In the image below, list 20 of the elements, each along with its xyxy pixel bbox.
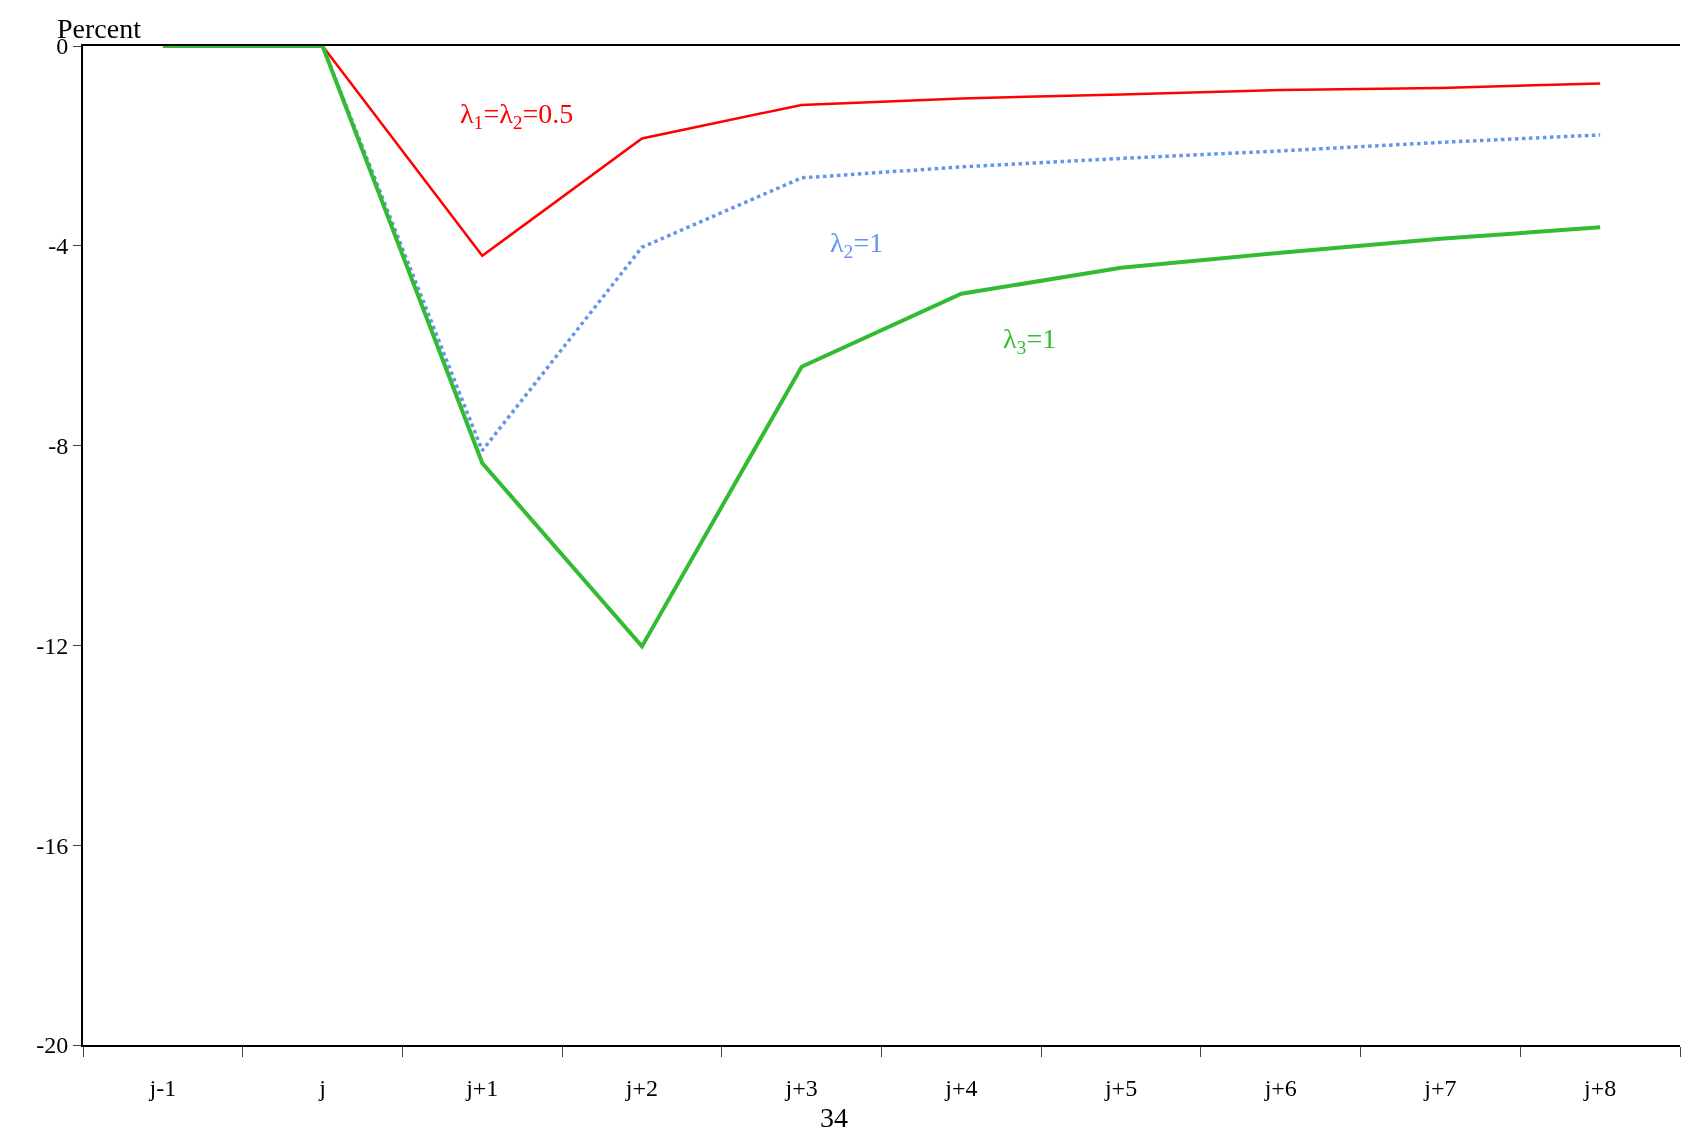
y-tick-label: -16 [36,832,69,859]
text: 34 [820,1102,848,1133]
x-tick-label: j+6 [1263,1074,1297,1101]
x-tick-label: j+4 [944,1074,978,1101]
y-tick-label: -20 [36,1032,69,1059]
x-tick-label: j+3 [784,1074,818,1101]
x-tick-label: j+8 [1583,1074,1617,1101]
x-tick-label: j+5 [1103,1074,1138,1101]
series-label: λ$_{2}$=1 [830,227,884,262]
y-tick-label: -12 [36,632,69,659]
x-tick-label: j+7 [1423,1074,1457,1101]
line-series [160,46,1603,649]
series-label: λ$_{1}$=λ$_{2}$=0.5 [460,98,574,133]
series-label: λ$_{3}$=1 [1003,323,1057,358]
x-tick-label: j+2 [624,1074,659,1101]
y-tick-label: -4 [48,233,69,260]
x-tick-label: j+1 [465,1074,499,1101]
x-tick-label: j [318,1074,326,1101]
x-tick-label: j-1 [148,1074,177,1101]
y-tick-label: -8 [48,433,69,459]
